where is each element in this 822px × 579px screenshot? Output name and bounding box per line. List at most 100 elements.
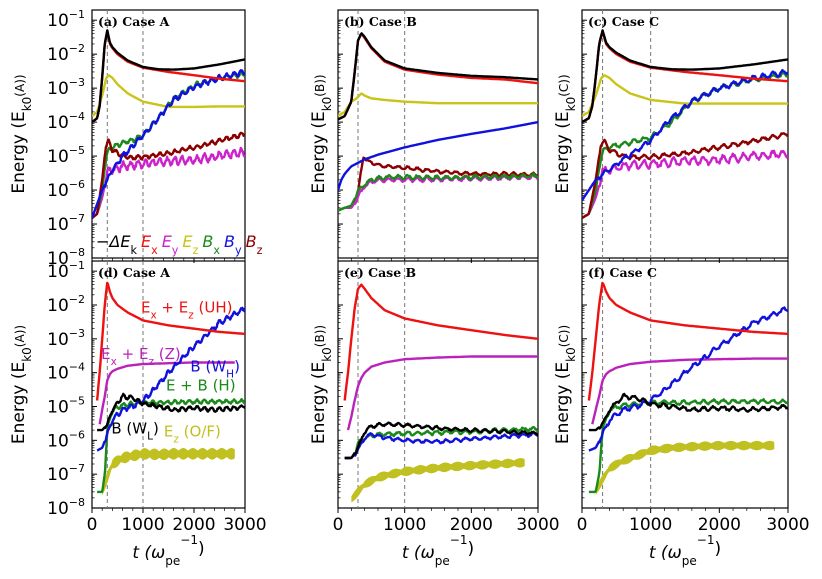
series-line-WH	[588, 306, 788, 452]
panel-frame	[91, 9, 246, 259]
panel-frame	[581, 260, 789, 509]
y-tick-label: 10−1	[47, 259, 85, 282]
series-line-Z	[98, 361, 236, 425]
y-tick-label: 10−7	[47, 212, 85, 235]
y-tick-label: 10−4	[47, 361, 85, 384]
x-tick-label: 3000	[516, 515, 559, 535]
y-tick-label: 10−3	[47, 327, 85, 350]
series-line-WH	[344, 431, 538, 460]
panel-b: (b) Case B Energy (Ek0(B))	[309, 9, 539, 263]
y-tick-label: 10−4	[47, 110, 85, 133]
series-line-By	[582, 68, 788, 201]
legend-item-Ez: Ez	[182, 232, 198, 257]
y-axis-label: Energy (Ek0(A))	[9, 74, 34, 193]
y-tick-label: 10−3	[47, 76, 85, 99]
y-axis-label: Energy (Ek0(B))	[309, 74, 334, 193]
series-line-dEk	[92, 29, 245, 124]
y-tick-label: 10−2	[47, 293, 85, 316]
series-line-Ez	[92, 74, 245, 118]
series-label-OF: Ez (O/F)	[164, 422, 221, 445]
series-line-By	[338, 120, 538, 191]
series-line-Z	[346, 355, 538, 431]
x-tick-label: 2000	[450, 515, 493, 535]
series-label-Z: Ex + Ez (Z)	[101, 345, 181, 368]
series-line-H	[96, 398, 245, 494]
x-axis-label: t (ωpe−1)	[132, 533, 204, 568]
x-tick-label: 0	[577, 515, 588, 535]
x-axis-label: t (ωpe−1)	[402, 533, 474, 568]
series-label-WH: B (WH)	[190, 357, 240, 380]
panel-frame	[581, 9, 789, 259]
panel-frame	[337, 9, 539, 259]
x-tick-label: 1000	[121, 515, 164, 535]
series-line-Bx	[582, 71, 788, 220]
series-line-Bx	[92, 71, 245, 219]
x-tick-label: 0	[87, 515, 98, 535]
panel-a: 10−1 10−2 10−3 10−4 10−5 10−6 10−7 10−8 (a) Case…	[9, 8, 263, 269]
y-axis-label: Energy (Ek0(B))	[309, 325, 334, 444]
series-label-UH: Ex + Ez (UH)	[141, 298, 233, 321]
series-line-Ey	[582, 149, 788, 220]
y-tick-label: 10−8	[47, 246, 85, 269]
legend-item-Bx: Bx	[202, 232, 220, 257]
y-tick-label: 10−5	[47, 394, 85, 417]
panel-title: (d) Case A	[98, 265, 170, 280]
panel-d: 10−1 10−2 10−3 10−4 10−5 10−6 10−7 10−80 1000 200…	[9, 259, 267, 568]
panel-title: (c) Case C	[588, 14, 659, 29]
panel-title: (b) Case B	[344, 14, 417, 29]
series-line-Ey	[92, 146, 245, 219]
series-line-Z	[591, 357, 788, 425]
series-line-Bz	[92, 131, 245, 219]
x-axis-label: t (ωpe−1)	[649, 533, 721, 568]
y-tick-label: 10−7	[47, 462, 85, 485]
legend: −ΔEk Ex Ey Ez Bx By Bz	[96, 232, 263, 257]
series-line-WH	[96, 306, 245, 452]
panel-title: (e) Case B	[344, 265, 416, 280]
y-axis-label: Energy (Ek0(C))	[553, 325, 578, 444]
panel-e: 0 1000 2000 3000 (e) Case B Energy (Ek0(B)) t …	[309, 260, 560, 568]
x-tick-label: 3000	[766, 515, 809, 535]
y-tick-label: 10−6	[47, 428, 85, 451]
legend-item-dEk: −ΔEk	[96, 232, 137, 257]
legend-item-Bz: Bz	[246, 232, 263, 257]
x-tick-label: 3000	[223, 515, 266, 535]
series-line-dEk	[338, 32, 538, 121]
series-line-WL	[96, 392, 245, 432]
y-axis-label: Energy (Ek0(A))	[9, 325, 34, 444]
series-line-UH	[95, 281, 245, 401]
series-line-Bz	[582, 132, 788, 220]
series-line-H	[588, 398, 788, 494]
series-line-WL	[344, 421, 538, 460]
series-line-UH	[587, 281, 788, 401]
y-tick-label: 10−5	[47, 144, 85, 167]
x-tick-label: 0	[333, 515, 344, 535]
series-line-Bx	[338, 172, 538, 212]
panel-frame	[91, 260, 246, 509]
series-band-OF	[102, 448, 235, 496]
y-tick-label: 10−6	[47, 178, 85, 201]
legend-item-Ex: Ex	[141, 232, 158, 257]
series-band-OF	[351, 458, 525, 503]
panel-title: (a) Case A	[98, 14, 170, 29]
series-line-dEk	[582, 29, 788, 124]
series-line-Bz	[338, 156, 538, 212]
series-band-OF	[595, 440, 775, 495]
panel-c: (c) Case C Energy (Ek0(C))	[553, 9, 789, 263]
x-tick-label: 1000	[629, 515, 672, 535]
y-tick-label: 10−8	[47, 496, 85, 519]
x-tick-label: 2000	[172, 515, 215, 535]
series-line-By	[92, 69, 245, 219]
panel-title: (f) Case C	[588, 265, 657, 280]
y-tick-label: 10−2	[47, 42, 85, 65]
x-tick-label: 1000	[383, 515, 426, 535]
series-line-Ez	[338, 92, 538, 118]
series-line-Ex	[92, 29, 245, 124]
series-line-UH	[343, 283, 538, 401]
panel-f: 0 1000 2000 3000 (f) Case C Energy (Ek0(C)) t …	[553, 260, 810, 568]
panel-frame	[337, 260, 539, 509]
y-tick-label: 10−1	[47, 8, 85, 31]
series-label-WL: B (WL)	[111, 419, 158, 442]
series-line-Ez	[582, 74, 788, 118]
legend-item-By: By	[224, 232, 242, 257]
